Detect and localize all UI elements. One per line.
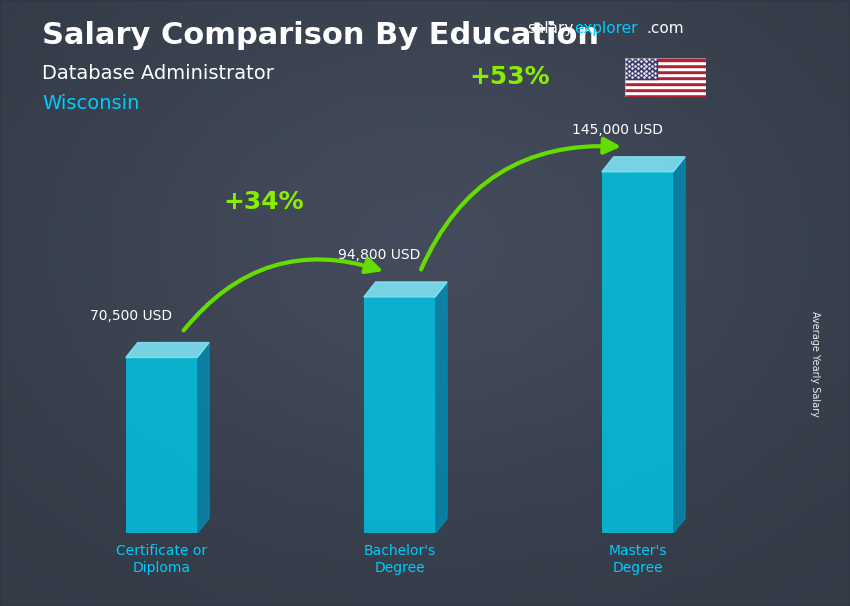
Bar <box>625 79 706 82</box>
Text: Database Administrator: Database Administrator <box>42 64 275 82</box>
Text: explorer: explorer <box>574 21 638 36</box>
Polygon shape <box>602 157 685 171</box>
FancyArrowPatch shape <box>421 139 616 270</box>
Bar <box>625 76 706 79</box>
Bar <box>364 297 435 533</box>
Polygon shape <box>364 282 447 297</box>
FancyArrowPatch shape <box>184 259 379 330</box>
Bar <box>625 58 657 79</box>
Text: 145,000 USD: 145,000 USD <box>571 123 663 137</box>
Bar <box>625 85 706 88</box>
Text: salary: salary <box>527 21 574 36</box>
Bar <box>625 58 706 61</box>
Text: 70,500 USD: 70,500 USD <box>90 308 172 322</box>
Bar <box>625 61 706 64</box>
Text: +53%: +53% <box>470 65 550 89</box>
Text: Salary Comparison By Education: Salary Comparison By Education <box>42 21 599 50</box>
Text: +34%: +34% <box>224 190 303 214</box>
Text: Wisconsin: Wisconsin <box>42 94 140 113</box>
Bar <box>625 91 706 94</box>
Polygon shape <box>435 282 447 533</box>
Text: Average Yearly Salary: Average Yearly Salary <box>810 311 820 416</box>
Bar <box>625 88 706 91</box>
Text: 94,800 USD: 94,800 USD <box>338 248 420 262</box>
Bar <box>625 73 706 76</box>
Bar <box>625 82 706 85</box>
Bar <box>602 171 673 533</box>
Bar <box>625 94 706 97</box>
Bar <box>625 70 706 73</box>
Bar <box>625 64 706 67</box>
Polygon shape <box>197 342 209 533</box>
Polygon shape <box>126 342 209 358</box>
Bar <box>625 67 706 70</box>
Polygon shape <box>673 157 685 533</box>
Text: .com: .com <box>646 21 683 36</box>
Bar <box>126 358 197 533</box>
